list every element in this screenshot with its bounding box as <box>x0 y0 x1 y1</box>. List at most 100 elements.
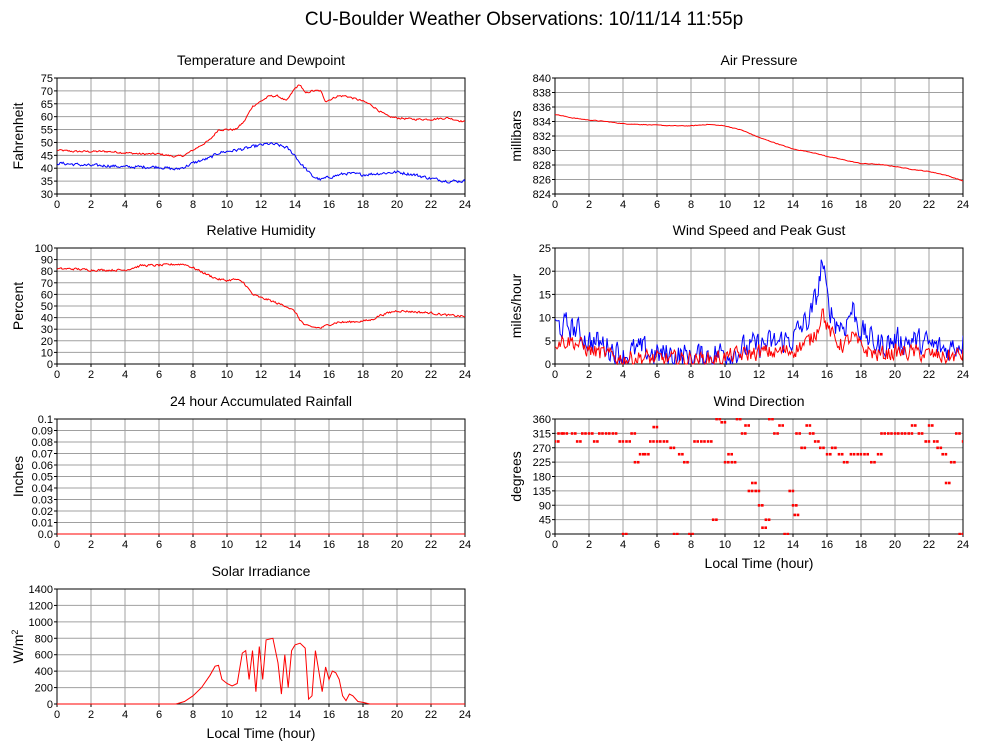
data-point <box>677 452 681 456</box>
data-point <box>683 460 686 464</box>
data-point <box>768 418 771 421</box>
plot-area <box>555 114 963 182</box>
x-tick-label: 6 <box>654 369 660 381</box>
x-tick-label: 20 <box>889 199 901 211</box>
y-tick-label: 40 <box>41 313 53 325</box>
y-tick-label: 80 <box>41 266 53 278</box>
y-axis-label: W/m2 <box>10 630 26 664</box>
x-tick-label: 0 <box>552 539 558 551</box>
data-point <box>819 446 822 450</box>
data-point <box>601 432 604 435</box>
data-point <box>852 452 856 456</box>
y-tick-label: 45 <box>539 515 551 527</box>
data-point <box>910 432 914 435</box>
x-tick-label: 2 <box>586 199 592 211</box>
chart-title: Relative Humidity <box>207 222 316 238</box>
data-point <box>738 418 742 421</box>
x-tick-label: 6 <box>156 369 162 381</box>
x-tick-label: 4 <box>122 709 128 721</box>
data-point <box>812 432 815 435</box>
x-tick-label: 10 <box>221 539 233 551</box>
x-tick-label: 22 <box>425 709 437 721</box>
data-point <box>614 432 618 435</box>
y-tick-label: 0.03 <box>32 495 53 507</box>
x-axis-label: Local Time (hour) <box>207 725 316 741</box>
y-tick-label: 15 <box>539 289 551 301</box>
x-tick-label: 2 <box>88 709 94 721</box>
x-tick-label: 14 <box>289 709 301 721</box>
data-point <box>672 446 676 450</box>
data-point <box>560 432 563 435</box>
y-tick-label: 60 <box>41 289 53 301</box>
data-point <box>944 452 948 456</box>
data-point <box>604 432 608 435</box>
x-tick-label: 12 <box>753 539 765 551</box>
data-point <box>691 532 694 535</box>
x-tick-label: 12 <box>255 709 267 721</box>
x-tick-label: 14 <box>787 369 799 381</box>
x-tick-label: 8 <box>190 369 196 381</box>
data-point <box>939 446 943 450</box>
data-point <box>958 532 961 535</box>
y-tick-label: 0.05 <box>32 472 53 484</box>
x-tick-label: 12 <box>255 539 267 551</box>
y-tick-label: 5 <box>545 336 551 348</box>
x-tick-label: 22 <box>923 199 935 211</box>
x-tick-label: 24 <box>957 539 969 551</box>
y-tick-label: 20 <box>41 336 53 348</box>
data-point <box>761 504 764 507</box>
data-point <box>927 440 931 443</box>
data-point <box>761 526 764 530</box>
x-tick-label: 22 <box>923 369 935 381</box>
data-point <box>625 440 628 443</box>
y-axis-label-text: Fahrenheit <box>10 102 26 169</box>
data-point <box>825 452 829 456</box>
x-tick-label: 10 <box>719 199 731 211</box>
y-tick-label: 180 <box>533 472 551 484</box>
y-tick-label: 30 <box>41 324 53 336</box>
series-line-0 <box>555 259 963 365</box>
data-point <box>863 452 866 456</box>
data-point <box>718 418 722 421</box>
data-point <box>591 432 594 435</box>
y-tick-label: 400 <box>35 666 53 678</box>
x-tick-label: 14 <box>289 539 301 551</box>
data-point <box>669 446 672 450</box>
y-tick-label: 10 <box>539 313 551 325</box>
x-tick-label: 18 <box>855 369 867 381</box>
data-point <box>944 481 948 485</box>
x-tick-label: 0 <box>54 709 60 721</box>
x-axis-label: Local Time (hour) <box>705 555 814 571</box>
data-point <box>808 424 812 427</box>
data-point <box>621 532 625 535</box>
data-point <box>903 432 907 435</box>
data-point <box>630 432 633 435</box>
data-point <box>744 432 747 435</box>
x-tick-label: 18 <box>855 199 867 211</box>
y-tick-label: 90 <box>41 255 53 267</box>
plot-area <box>57 637 465 705</box>
data-point <box>751 481 754 485</box>
data-point <box>676 532 679 535</box>
y-tick-label: 360 <box>533 414 551 426</box>
x-tick-label: 24 <box>459 539 471 551</box>
data-point <box>730 452 733 456</box>
x-tick-label: 4 <box>122 199 128 211</box>
data-point <box>625 532 628 535</box>
data-point <box>747 424 750 427</box>
x-tick-label: 12 <box>255 199 267 211</box>
data-point <box>808 432 812 435</box>
y-axis-label-text: miles/hour <box>508 273 524 338</box>
y-tick-label: 90 <box>539 500 551 512</box>
data-point <box>910 424 914 427</box>
y-axis-label: degrees <box>508 451 524 502</box>
data-point <box>574 432 577 435</box>
chart-title: Air Pressure <box>720 52 797 68</box>
y-tick-label: 0 <box>545 529 551 541</box>
data-point <box>655 440 659 443</box>
data-point <box>849 452 853 456</box>
x-tick-label: 24 <box>459 369 471 381</box>
data-point <box>575 440 579 443</box>
x-tick-label: 0 <box>54 199 60 211</box>
